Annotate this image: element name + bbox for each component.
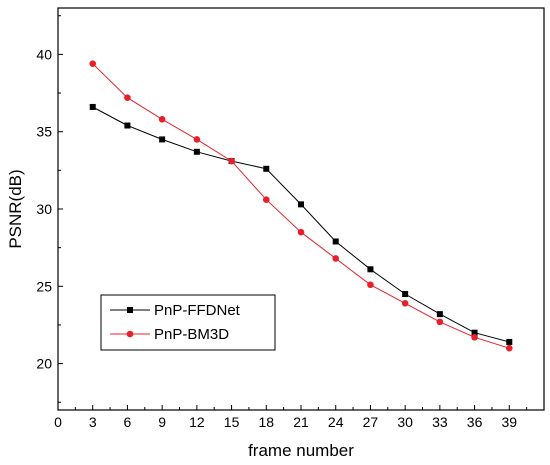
y-tick-label: 35: [36, 124, 52, 140]
x-tick-label: 0: [54, 414, 62, 430]
y-tick-label: 30: [36, 201, 52, 217]
x-tick-label: 27: [363, 414, 379, 430]
data-point-pnp-ffdnet: [436, 311, 443, 318]
data-point-pnp-bm3d: [193, 136, 201, 143]
x-tick-label: 24: [328, 414, 344, 430]
legend-marker-ffdnet: [127, 307, 133, 313]
data-point-pnp-ffdnet: [506, 338, 513, 345]
data-point-pnp-bm3d: [332, 255, 340, 262]
x-axis-title: frame number: [248, 441, 354, 460]
data-point-pnp-bm3d: [471, 334, 478, 341]
y-axis-title: PSNR(dB): [6, 169, 25, 248]
legend-label-bm3d: PnP-BM3D: [154, 326, 229, 343]
x-tick-label: 12: [189, 414, 205, 430]
data-point-pnp-ffdnet: [298, 201, 304, 208]
data-point-pnp-ffdnet: [402, 291, 409, 298]
y-tick-label: 25: [36, 278, 52, 294]
data-point-pnp-ffdnet: [367, 266, 374, 273]
legend-box: [100, 294, 276, 351]
data-point-pnp-ffdnet: [332, 238, 339, 245]
data-point-pnp-bm3d: [436, 318, 444, 326]
legend-label-ffdnet: PnP-FFDNet: [154, 302, 241, 319]
legend-marker-bm3d: [126, 330, 134, 338]
data-point-pnp-bm3d: [262, 196, 270, 204]
data-point-pnp-bm3d: [158, 116, 166, 123]
data-point-pnp-ffdnet: [193, 148, 200, 155]
legend: PnP-FFDNet PnP-BM3D: [100, 294, 276, 351]
x-tick-label: 33: [432, 414, 448, 430]
x-tick-label: 6: [124, 414, 132, 430]
data-point-pnp-bm3d: [228, 157, 235, 165]
data-point-pnp-ffdnet: [471, 329, 478, 336]
x-tick-label: 15: [224, 414, 240, 430]
data-point-pnp-ffdnet: [89, 103, 96, 110]
data-point-pnp-bm3d: [297, 228, 305, 236]
x-tick-label: 21: [293, 414, 309, 430]
data-point-pnp-bm3d: [124, 94, 131, 101]
data-point-pnp-bm3d: [367, 281, 374, 289]
x-tick-label: 39: [501, 414, 517, 430]
x-tick-label: 18: [258, 414, 274, 430]
x-tick-label: 3: [89, 414, 97, 430]
x-tick-label: 36: [467, 414, 483, 430]
series-layer: [89, 60, 513, 352]
x-tick-label: 9: [158, 414, 166, 430]
x-axis: 0 3 6 9 12 15 18 21 24 27 30 33 36 39: [54, 405, 528, 430]
data-point-pnp-bm3d: [401, 300, 409, 307]
y-tick-label: 20: [36, 356, 52, 372]
data-point-pnp-ffdnet: [124, 122, 131, 129]
data-point-pnp-ffdnet: [263, 165, 270, 172]
data-point-pnp-bm3d: [89, 60, 97, 67]
data-point-pnp-bm3d: [505, 344, 513, 352]
x-tick-label: 30: [397, 414, 413, 430]
data-point-pnp-ffdnet: [159, 136, 166, 143]
y-axis: 20 25 30 35 40: [36, 15, 63, 403]
y-tick-label: 40: [36, 46, 52, 62]
